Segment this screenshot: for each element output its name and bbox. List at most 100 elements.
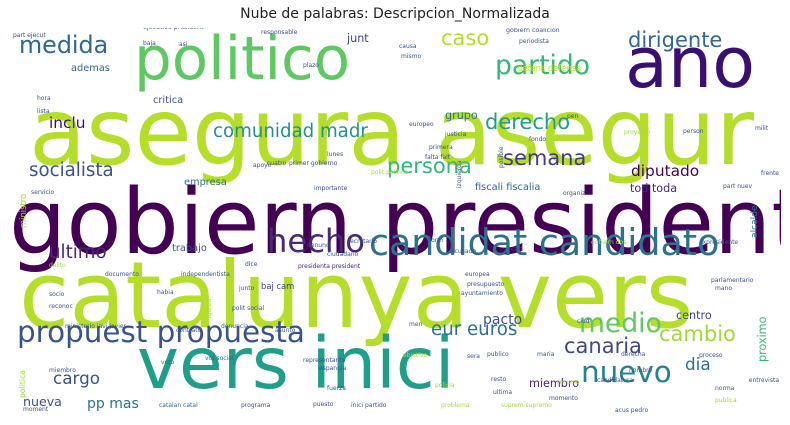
word-catalunya-vers: catalunya vers (19, 242, 694, 349)
word-form: form (429, 237, 443, 244)
word-lunes: lunes (327, 151, 344, 158)
word-periodista: periodista (519, 38, 549, 45)
word-causa: causa (399, 43, 417, 50)
word-empresa: empresa (184, 177, 227, 188)
word-europea: europea (465, 271, 490, 278)
word-ano: ano (625, 28, 756, 104)
word-independentista: independentista (181, 271, 230, 278)
word-ministerio-javi-javier: ministerio javi javier (65, 323, 127, 330)
word-junt: junt (347, 32, 369, 45)
word-junto: junto (239, 285, 255, 292)
word-semana: semana (503, 146, 587, 170)
word-asegura-asegur: asegura asegur (29, 78, 755, 186)
word-delito: delito (49, 262, 66, 269)
word-derecha: derecha (621, 351, 646, 358)
word-representante: representante (303, 357, 346, 364)
word-tod-toda: tod toda (630, 182, 678, 195)
word-espanola: espanola (319, 365, 347, 372)
word-cloud: asegura asegur gobiern presidente cataluny… (9, 28, 781, 418)
word-cargo: cargo (53, 368, 101, 388)
word-sera: sera (467, 353, 480, 360)
word-acus-pedro: acus pedro (615, 407, 649, 414)
word-fondo: fondo (529, 136, 547, 143)
word-plazo: plazo (303, 62, 319, 69)
word-politico: politico (134, 28, 351, 94)
word-fuerza: fuerza (327, 385, 346, 392)
word-alcalde: alcalde (750, 205, 760, 238)
word-medida: medida (19, 31, 109, 59)
word-cambio: cambio (659, 322, 736, 346)
word-suprem-supremo: suprem supremo (501, 402, 552, 409)
word-medio: medio (579, 308, 662, 339)
word-defens-defensa: defens defensa (517, 63, 582, 73)
word-publica: publica (715, 397, 737, 404)
word-centro: centro (676, 309, 712, 322)
word-recurso: recurso (557, 379, 580, 386)
word-diputado: diputado (631, 162, 700, 180)
word-partido: partido (495, 50, 591, 81)
word-ultimo: ultimo (49, 242, 107, 263)
word-iglesia: iglesia (206, 298, 213, 318)
word-programa: programa (241, 402, 271, 409)
word-hecho: hecho (267, 222, 365, 260)
word-problema: problema (441, 402, 470, 409)
word-europeo: europeo (409, 121, 434, 128)
word-policia: policia (435, 382, 455, 389)
word-parlamentario: parlamentario (711, 277, 754, 284)
word-dirigente: dirigente (628, 28, 723, 52)
word-baj-cam: baj cam (261, 281, 295, 291)
word-person: person (683, 128, 704, 135)
word-inclu: inclu (49, 114, 86, 132)
word-entrevista: entrevista (748, 377, 779, 384)
word-momento: momento (549, 395, 578, 402)
word-organiz: organiz (563, 190, 586, 197)
word-mano: mano (715, 285, 732, 292)
word-carl: carl (511, 246, 523, 253)
word-critica: critica (153, 95, 184, 106)
word-apoyo: apoyo (253, 162, 272, 169)
word-miembro: miembro (49, 367, 76, 374)
word-ejecutivo-president: ejecutivo president (143, 28, 203, 31)
word-catalan-catal: catalan catal (159, 402, 198, 409)
word-caso: caso (441, 28, 490, 50)
word-fiscali-fiscalia: fiscali fiscalia (475, 182, 541, 193)
word-servicio: servicio (31, 189, 55, 196)
word-falta-falt: falta falt (425, 154, 451, 161)
word-pp-mas: pp mas (87, 396, 139, 412)
word-norma: norma (715, 385, 735, 392)
word-dice: dice (245, 261, 258, 268)
word-part-ejecut: part ejecut (13, 32, 46, 39)
word-vot-social: vot social (205, 355, 234, 362)
word-pacto: pacto (483, 312, 523, 328)
word-acusado: acusado (451, 248, 477, 255)
word-contrato: contrato (176, 327, 202, 334)
word-candidatura: candidatura (597, 377, 634, 384)
word-secretario: secretario (347, 238, 377, 245)
word-importante: importante (314, 185, 348, 192)
word-gobiern-presidente: gobiern presidente (9, 170, 781, 275)
word-puesto: puesto (313, 401, 334, 408)
word-cuatro: cuatro (267, 160, 287, 167)
word-proximo: proximo (756, 316, 769, 362)
word-trabajo: trabajo (172, 243, 207, 254)
word-dia: dia (685, 354, 711, 374)
word-gobiern-coalicion: gobiern coalicion (506, 28, 560, 34)
word-denunci: denunci (307, 242, 331, 249)
word-frente: frente (761, 170, 779, 177)
word-moment: moment (23, 406, 49, 413)
word-ciudadano: ciudadano (327, 251, 359, 258)
word-grupo: grupo (445, 109, 478, 122)
word-milit: milit (755, 125, 769, 132)
word-canaria: canaria (564, 334, 642, 358)
word-asunto: asunto (275, 327, 296, 334)
word-hora: hora (37, 95, 51, 102)
word-nueva: nueva (23, 394, 62, 409)
word-documento: documento (105, 271, 139, 278)
word-polit-social: polit social (232, 305, 265, 312)
word-denuncia: denuncia (221, 323, 249, 330)
word-nombre: nombre (629, 367, 653, 374)
word-politica: politica (18, 370, 27, 398)
word-gobiern-dos: gobiern dos (591, 239, 627, 246)
word-justicia: justicia (445, 131, 467, 138)
word-persona: persona (387, 154, 472, 178)
